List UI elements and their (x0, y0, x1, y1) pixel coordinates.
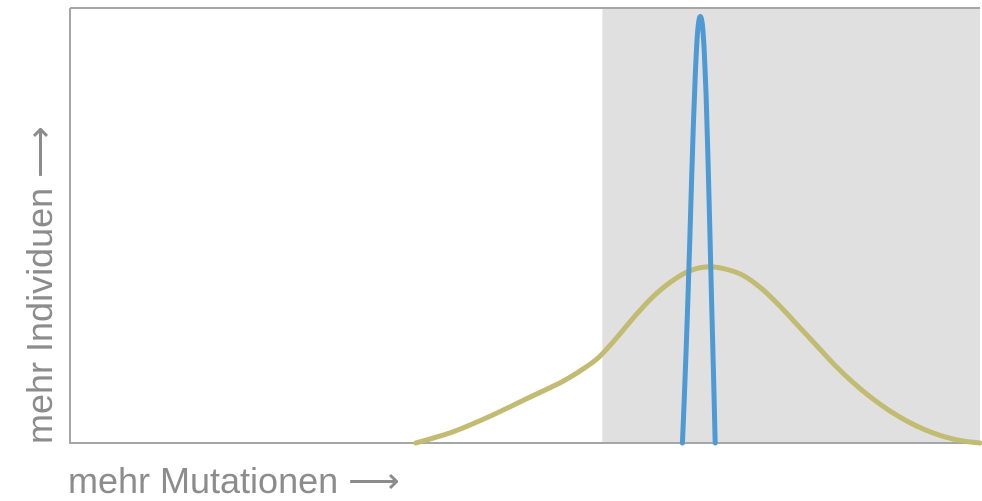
plot-area (69, 7, 982, 446)
x-axis-label: mehr Mutationen ⟶ (68, 460, 400, 501)
narrow-distribution-curve (679, 14, 718, 446)
shaded-region (602, 8, 980, 443)
y-axis-label: mehr Individuen ⟶ (19, 126, 60, 444)
broad-distribution-curve (413, 264, 982, 446)
axes-frame (69, 7, 980, 444)
